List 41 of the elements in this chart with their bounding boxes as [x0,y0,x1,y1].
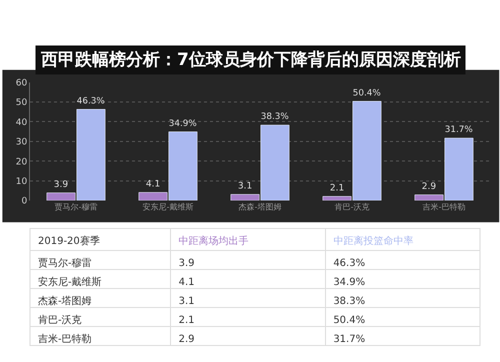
y-tick-label: 10 [16,176,28,187]
y-tick-label: 20 [16,157,28,168]
y-tick-label: 50 [16,98,28,108]
y-tick-label: 0 [21,196,28,207]
data-label: 31.7% [444,125,473,136]
data-label: 38.3% [260,112,289,122]
data-label: 3.1 [238,181,252,192]
text: 2.9 [178,334,195,345]
y-tick-label: 60 [16,78,28,88]
y-tick-label: 40 [16,118,28,128]
category-label: 杰森-塔图姆 [38,296,92,307]
text: 2.1 [178,314,195,326]
legend-title: 2019-20赛季 [38,234,100,247]
text: 3.1 [178,296,195,307]
text: 3.9 [178,258,195,269]
category-label: 贾马尔-穆雷 [38,258,92,269]
text: 31.7% [333,334,366,345]
data-label: 2.9 [422,182,436,192]
text: 46.3% [333,258,366,269]
data-label: 4.1 [146,179,160,190]
category-label: 肯巴-沃克 [38,314,82,326]
x-tick-label: 贾马尔-穆雷 [54,202,98,212]
x-tick-label: 安东尼-戴维斯 [142,202,194,212]
data-label: 50.4% [352,88,381,98]
text: 4.1 [178,276,195,288]
y-tick-label: 30 [16,138,28,148]
x-tick-label: 肯巴-沃克 [334,202,370,212]
text: 38.3% [333,296,366,307]
data-label: 46.3% [76,96,105,106]
x-tick-label: 吉米-巴特勒 [422,202,466,212]
text: 中距离投篮命中率 [333,234,414,247]
category-label: 吉米-巴特勒 [38,334,92,345]
text: 34.9% [333,276,366,288]
data-label: 3.9 [54,180,68,190]
chart-title: 西甲跌幅榜分析：7位球员身价下降背后的原因深度剖析 [40,50,461,70]
text: 50.4% [333,314,366,326]
data-label: 34.9% [168,118,197,129]
text: 中距离场均出手 [178,234,249,247]
data-label: 2.1 [330,183,344,194]
category-label: 安东尼-戴维斯 [38,276,102,288]
x-tick-label: 杰森-塔图姆 [238,202,282,212]
